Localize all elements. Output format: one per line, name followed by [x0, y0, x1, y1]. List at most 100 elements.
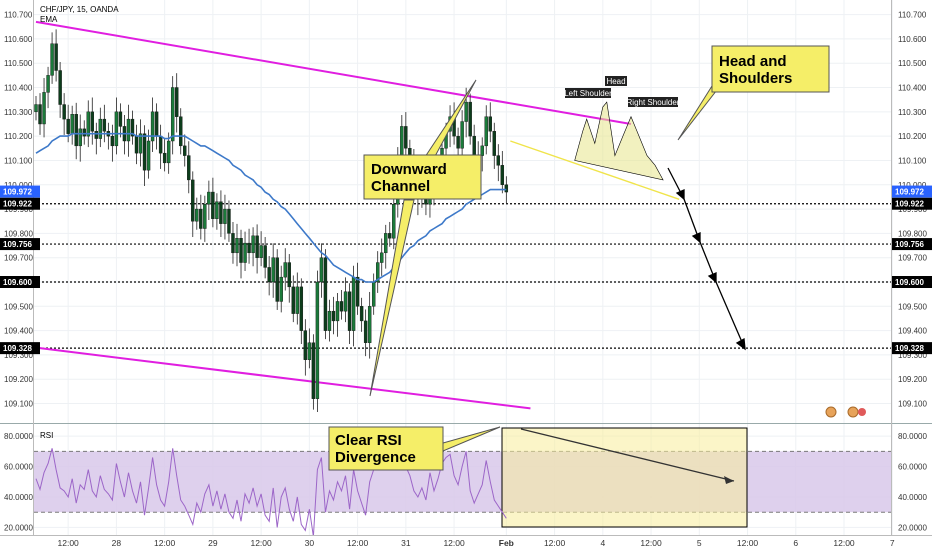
price-tick-left-16: 110.700: [4, 11, 33, 20]
ema-line: [35, 132, 507, 283]
candle-body-37: [183, 145, 187, 156]
time-axis[interactable]: 12:00 28 12:00 29 12:00 30 12:00 31 12:00 Feb 12:0…: [58, 538, 895, 548]
candle-body-80: [355, 276, 360, 307]
price-label-box-3-0: [0, 276, 40, 288]
candle-body-108: [468, 101, 472, 137]
candle-body-88: [388, 233, 392, 239]
candle-body-61: [279, 276, 283, 302]
candle-body-7: [62, 104, 66, 120]
candle-body-11: [78, 128, 82, 147]
candle-body-60: [275, 257, 279, 302]
candle-body-114: [492, 131, 496, 156]
candle-body-64: [291, 286, 295, 314]
projection-arrows: [667, 167, 746, 351]
candle-body-83: [367, 306, 372, 343]
price-tick-right-13: 110.400: [898, 84, 927, 93]
candle-body-92: [404, 126, 408, 149]
price-label-text-0-0: 109.972: [3, 188, 32, 197]
rsi-axis-left[interactable]: 20.0000 40.0000 60.0000 80.0000: [4, 432, 33, 532]
candle-body-16: [98, 118, 103, 139]
time-tick-13: 5: [697, 538, 702, 548]
candle-body-8: [66, 118, 70, 134]
price-tick-right-2: 109.300: [898, 351, 927, 360]
price-label-text-3-1: 109.600: [895, 278, 924, 287]
candle-body-3: [46, 75, 50, 93]
price-tick-right-1: 109.200: [898, 375, 927, 384]
candle-body-53: [247, 242, 251, 254]
callout-pointers: [369, 79, 722, 452]
settings-icons[interactable]: [825, 406, 866, 418]
rsi-axis-right[interactable]: 20.0000 40.0000 60.0000 80.0000: [898, 432, 927, 532]
price-label-box-0-0: [0, 185, 40, 198]
candle-body-78: [347, 291, 352, 331]
price-tick-right-12: 110.300: [898, 108, 927, 117]
candle-body-32: [162, 152, 167, 164]
price-label-text-2-1: 109.756: [895, 240, 924, 249]
price-label-text-2-0: 109.756: [3, 240, 32, 249]
downward-channel: [35, 20, 632, 410]
price-label-text-4-0: 109.328: [3, 344, 32, 353]
price-labels: 109.972 109.972 109.922 109.922 109.756 109.7…: [0, 185, 932, 355]
candle-body-73: [327, 310, 332, 331]
candle-body-15: [94, 131, 99, 139]
price-tick-right-0: 109.100: [898, 400, 927, 409]
candle-body-27: [142, 133, 147, 171]
head-label: Head: [606, 77, 625, 86]
price-label-box-0-1: [892, 185, 932, 198]
price-tick-left-15: 110.600: [4, 35, 33, 44]
gear-icon: [825, 406, 837, 418]
rsi-tick-right-2: 60.0000: [898, 463, 927, 472]
candle-body-51: [239, 238, 243, 263]
channel-callout-pointer-lower: [369, 199, 415, 397]
price-tick-right-6: 109.700: [898, 254, 927, 263]
time-tick-5: 30: [305, 538, 315, 548]
candle-body-63: [287, 262, 291, 288]
candle-body-41: [199, 208, 203, 229]
candle-body-105: [456, 135, 460, 149]
rsi-callout[interactable]: Clear RSI Divergence: [328, 426, 444, 471]
rsi-tick-right-1: 40.0000: [898, 493, 927, 502]
candle-body-30: [154, 111, 159, 137]
candle-body-86: [380, 252, 384, 263]
time-tick-16: 12:00: [833, 538, 855, 548]
candle-body-42: [203, 204, 207, 229]
hs-callout[interactable]: Head and Shoulders: [711, 45, 830, 93]
candle-body-87: [384, 233, 388, 254]
candle-body-36: [179, 116, 183, 147]
rsi-tick-right-0: 20.0000: [898, 523, 927, 532]
price-label-box-1-1: [892, 197, 932, 210]
projection-arrowhead-3: [707, 272, 717, 284]
candle-body-33: [166, 140, 171, 164]
price-tick-right-7: 109.800: [898, 229, 927, 238]
time-tick-15: 6: [793, 538, 798, 548]
candle-body-48: [227, 208, 231, 234]
price-tick-left-14: 110.500: [4, 59, 33, 68]
candle-body-1: [38, 104, 42, 125]
price-tick-left-2: 109.300: [4, 351, 33, 360]
time-tick-14: 12:00: [737, 538, 759, 548]
candle-body-26: [138, 133, 143, 154]
candle-body-68: [307, 342, 312, 360]
candle-body-76: [339, 301, 344, 312]
candle-body-81: [359, 306, 364, 322]
candle-body-58: [267, 267, 271, 283]
price-tick-left-12: 110.300: [4, 108, 33, 117]
candle-body-13: [86, 111, 90, 137]
candle-body-79: [351, 276, 356, 331]
left-shoulder-label: Left Shoulder: [564, 89, 612, 98]
price-axis-left[interactable]: 109.100 109.200 109.300 109.400 109.500 109.6…: [4, 11, 33, 409]
channel-upper-line: [35, 20, 632, 125]
candle-body-49: [231, 233, 235, 254]
rsi-callout-text: Clear RSI Divergence: [335, 432, 416, 466]
projection-arrowhead-1: [675, 189, 685, 201]
price-label-text-1-1: 109.922: [895, 200, 924, 209]
price-tick-left-10: 110.100: [4, 156, 33, 165]
candle-body-66: [299, 286, 304, 331]
candle-body-23: [126, 118, 131, 142]
hs-labels: Left Shoulder Head Right Shoulder: [564, 76, 680, 107]
candle-body-54: [251, 235, 255, 254]
projection-arrowhead-2: [691, 232, 701, 244]
time-tick-3: 29: [208, 538, 218, 548]
channel-callout[interactable]: Downward Channel: [363, 154, 482, 200]
candle-body-59: [271, 257, 275, 283]
